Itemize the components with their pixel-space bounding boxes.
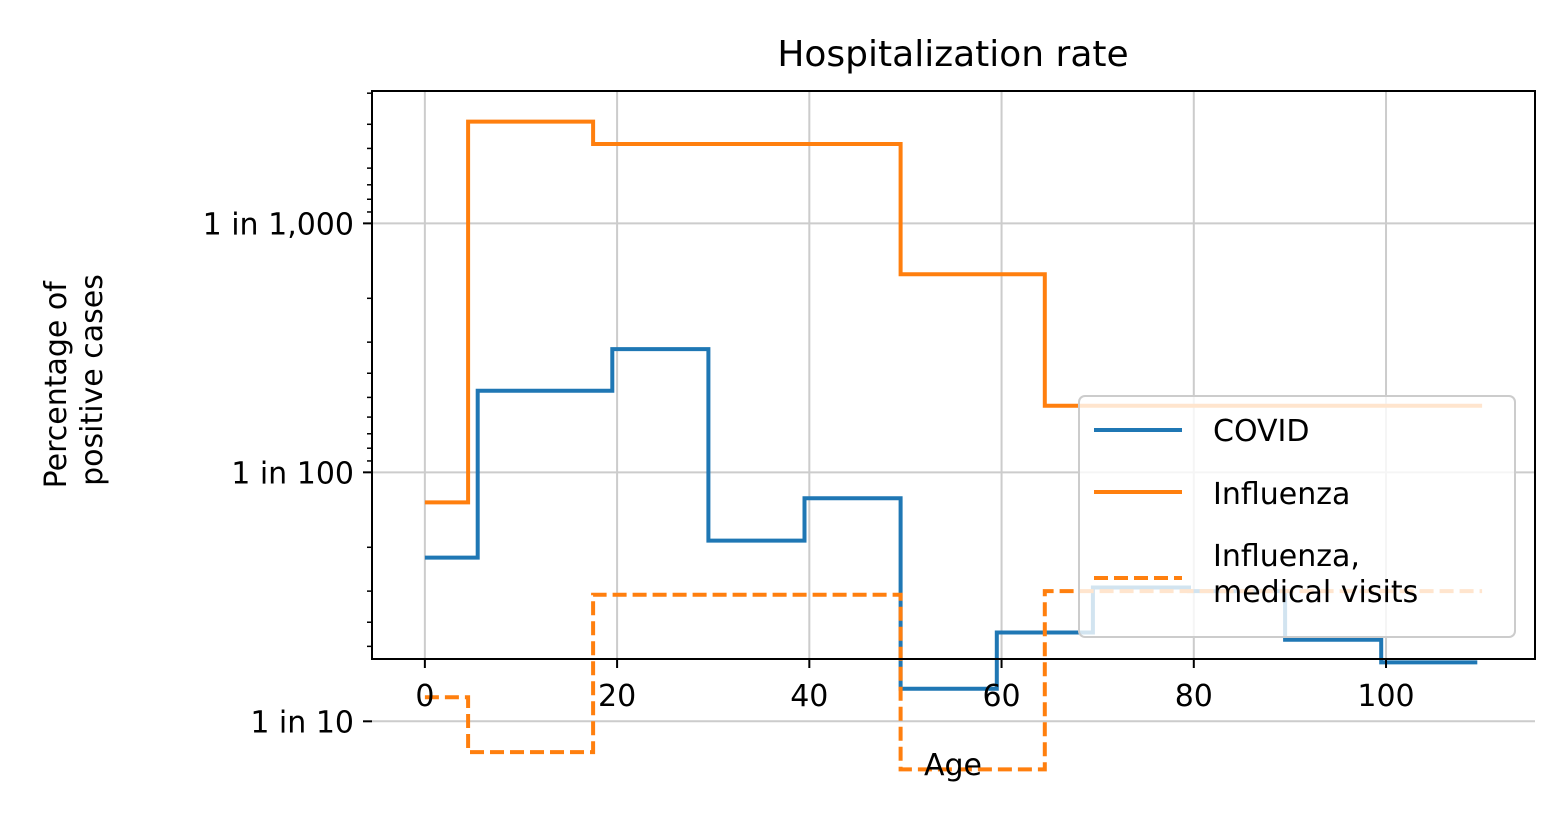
legend-label-influenza: Influenza: [1213, 477, 1350, 512]
x-tick-label: 40: [790, 679, 828, 714]
grid: [372, 91, 1535, 723]
series-line-2: [424, 589, 1483, 772]
y-axis-label-line-2: positive cases: [75, 274, 110, 486]
series-line-1: [424, 119, 1483, 505]
plot-area-frame: [371, 90, 1536, 660]
y-tick-label: 1 in 1,000: [203, 207, 354, 242]
chart-title: Hospitalization rate: [777, 34, 1128, 75]
x-tick-label: 0: [415, 679, 434, 714]
legend-label-line: medical visits: [1213, 575, 1418, 610]
legend: COVID Influenza Influenza, medical visits: [1078, 395, 1516, 638]
legend-label-covid: COVID: [1213, 414, 1310, 449]
legend-box: [1078, 395, 1516, 638]
y-tick-label: 1 in 100: [231, 456, 354, 491]
x-tick-label: 20: [598, 679, 636, 714]
y-tick-label: 1 in 10: [250, 705, 354, 740]
y-axis: 1 in 1,000 1 in 100 1 in 10: [203, 92, 372, 740]
y-axis-label-line-1: Percentage of: [39, 280, 74, 489]
x-tick-label: 60: [982, 679, 1020, 714]
x-axis: 0 20 40 60 80 100: [415, 659, 1415, 714]
y-axis-label: Percentage of positive cases: [39, 272, 110, 489]
x-tick-label: 100: [1357, 679, 1414, 714]
x-axis-label: Age: [924, 748, 982, 783]
x-tick-label: 80: [1175, 679, 1213, 714]
legend-label-line: Influenza,: [1213, 539, 1360, 574]
legend-label-influenza-medical-visits: Influenza, medical visits: [1213, 539, 1418, 610]
